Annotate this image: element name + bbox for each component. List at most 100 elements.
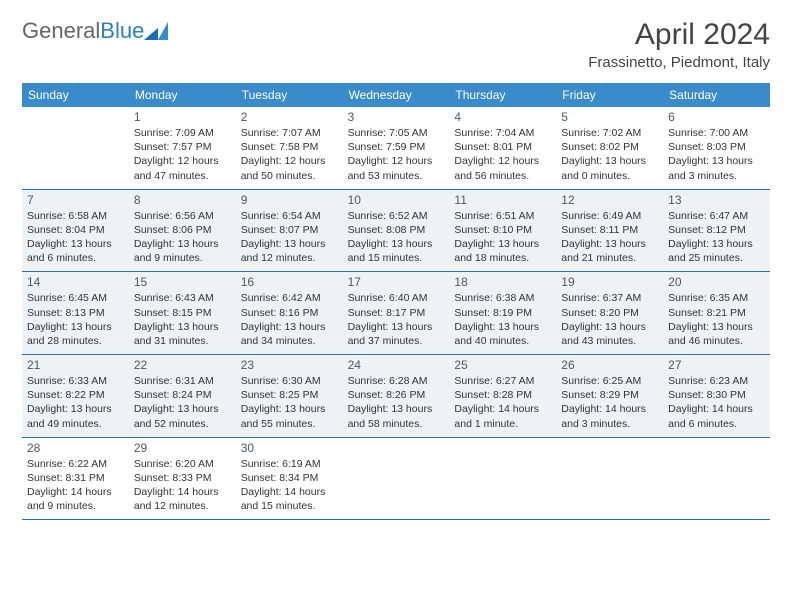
day-number: 3	[348, 110, 445, 124]
day-cell: 18Sunrise: 6:38 AMSunset: 8:19 PMDayligh…	[449, 272, 556, 354]
day-cell	[343, 438, 450, 520]
day-number: 12	[561, 193, 658, 207]
day-cell: 8Sunrise: 6:56 AMSunset: 8:06 PMDaylight…	[129, 190, 236, 272]
day-info: Sunrise: 7:09 AMSunset: 7:57 PMDaylight:…	[134, 126, 231, 183]
sunset-text: Sunset: 8:21 PM	[668, 306, 765, 320]
sunrise-text: Sunrise: 6:37 AM	[561, 291, 658, 305]
day-cell: 27 Sunrise: 6:23 AMSunset: 8:30 PMDayligh…	[663, 355, 770, 437]
day-number: 1	[134, 110, 231, 124]
day-cell: 3Sunrise: 7:05 AMSunset: 7:59 PMDaylight…	[343, 107, 450, 189]
location: Frassinetto, Piedmont, Italy	[588, 54, 770, 71]
day-cell: 5 Sunrise: 7:02 AMSunset: 8:02 PMDaylight…	[556, 107, 663, 189]
day-info: Sunrise: 6:47 AMSunset: 8:12 PMDaylight:…	[668, 209, 765, 266]
day-cell: 24 Sunrise: 6:28 AMSunset: 8:26 PMDayligh…	[343, 355, 450, 437]
day-cell: 17Sunrise: 6:40 AMSunset: 8:17 PMDayligh…	[343, 272, 450, 354]
daylight-text: Daylight: 12 hours and 47 minutes.	[134, 154, 231, 182]
day-header: Wednesday	[343, 83, 450, 107]
day-number: 16	[241, 275, 338, 289]
day-number: 18	[454, 275, 551, 289]
day-cell: 30Sunrise: 6:19 AMSunset: 8:34 PMDayligh…	[236, 438, 343, 520]
day-header: Tuesday	[236, 83, 343, 107]
day-info: Sunrise: 6:25 AMSunset: 8:29 PMDaylight:…	[561, 374, 658, 431]
day-cell: 16Sunrise: 6:42 AMSunset: 8:16 PMDayligh…	[236, 272, 343, 354]
day-cell: 10Sunrise: 6:52 AMSunset: 8:08 PMDayligh…	[343, 190, 450, 272]
sunrise-text: Sunrise: 7:05 AM	[348, 126, 445, 140]
day-cell: 29Sunrise: 6:20 AMSunset: 8:33 PMDayligh…	[129, 438, 236, 520]
sunrise-text: Sunrise: 6:25 AM	[561, 374, 658, 388]
day-info: Sunrise: 6:22 AMSunset: 8:31 PMDaylight:…	[27, 457, 124, 514]
day-info: Sunrise: 6:43 AMSunset: 8:15 PMDaylight:…	[134, 291, 231, 348]
sunrise-text: Sunrise: 6:33 AM	[27, 374, 124, 388]
day-info: Sunrise: 7:07 AMSunset: 7:58 PMDaylight:…	[241, 126, 338, 183]
sunset-text: Sunset: 8:25 PM	[241, 388, 338, 402]
logo-text: GeneralBlue	[22, 18, 144, 44]
day-number: 11	[454, 193, 551, 207]
daylight-text: Daylight: 13 hours and 12 minutes.	[241, 237, 338, 265]
sunset-text: Sunset: 8:04 PM	[27, 223, 124, 237]
daylight-text: Daylight: 13 hours and 3 minutes.	[668, 154, 765, 182]
day-info: Sunrise: 7:02 AMSunset: 8:02 PMDaylight:…	[561, 126, 658, 183]
day-number: 5	[561, 110, 658, 124]
day-info: Sunrise: 6:20 AMSunset: 8:33 PMDaylight:…	[134, 457, 231, 514]
sunrise-text: Sunrise: 6:43 AM	[134, 291, 231, 305]
sunrise-text: Sunrise: 6:19 AM	[241, 457, 338, 471]
sunset-text: Sunset: 8:15 PM	[134, 306, 231, 320]
daylight-text: Daylight: 13 hours and 21 minutes.	[561, 237, 658, 265]
sunset-text: Sunset: 8:17 PM	[348, 306, 445, 320]
daylight-text: Daylight: 12 hours and 50 minutes.	[241, 154, 338, 182]
day-number: 2	[241, 110, 338, 124]
sunrise-text: Sunrise: 6:28 AM	[348, 374, 445, 388]
day-number: 25	[454, 358, 551, 372]
day-cell: 20Sunrise: 6:35 AMSunset: 8:21 PMDayligh…	[663, 272, 770, 354]
daylight-text: Daylight: 13 hours and 34 minutes.	[241, 320, 338, 348]
sunrise-text: Sunrise: 6:42 AM	[241, 291, 338, 305]
day-header-row: Sunday Monday Tuesday Wednesday Thursday…	[22, 83, 770, 107]
day-cell	[556, 438, 663, 520]
sunset-text: Sunset: 8:31 PM	[27, 471, 124, 485]
sunrise-text: Sunrise: 6:52 AM	[348, 209, 445, 223]
sunrise-text: Sunrise: 6:54 AM	[241, 209, 338, 223]
day-number: 8	[134, 193, 231, 207]
daylight-text: Daylight: 14 hours and 12 minutes.	[134, 485, 231, 513]
daylight-text: Daylight: 13 hours and 0 minutes.	[561, 154, 658, 182]
day-number: 4	[454, 110, 551, 124]
day-cell: 9 Sunrise: 6:54 AMSunset: 8:07 PMDaylight…	[236, 190, 343, 272]
sunset-text: Sunset: 8:26 PM	[348, 388, 445, 402]
day-info: Sunrise: 6:54 AMSunset: 8:07 PMDaylight:…	[241, 209, 338, 266]
daylight-text: Daylight: 12 hours and 56 minutes.	[454, 154, 551, 182]
day-number: 9	[241, 193, 338, 207]
day-cell: 12Sunrise: 6:49 AMSunset: 8:11 PMDayligh…	[556, 190, 663, 272]
daylight-text: Daylight: 14 hours and 15 minutes.	[241, 485, 338, 513]
day-header: Monday	[129, 83, 236, 107]
day-cell	[449, 438, 556, 520]
sunrise-text: Sunrise: 6:30 AM	[241, 374, 338, 388]
sunset-text: Sunset: 8:12 PM	[668, 223, 765, 237]
day-number: 20	[668, 275, 765, 289]
sunset-text: Sunset: 8:13 PM	[27, 306, 124, 320]
sunset-text: Sunset: 8:06 PM	[134, 223, 231, 237]
daylight-text: Daylight: 13 hours and 43 minutes.	[561, 320, 658, 348]
sunset-text: Sunset: 8:01 PM	[454, 140, 551, 154]
logo-text-gray: General	[22, 18, 100, 43]
day-info: Sunrise: 6:23 AMSunset: 8:30 PMDaylight:…	[668, 374, 765, 431]
day-info: Sunrise: 6:28 AMSunset: 8:26 PMDaylight:…	[348, 374, 445, 431]
sunset-text: Sunset: 7:58 PM	[241, 140, 338, 154]
sunset-text: Sunset: 8:33 PM	[134, 471, 231, 485]
sunrise-text: Sunrise: 7:09 AM	[134, 126, 231, 140]
sunset-text: Sunset: 8:03 PM	[668, 140, 765, 154]
day-header: Thursday	[449, 83, 556, 107]
sunset-text: Sunset: 8:08 PM	[348, 223, 445, 237]
day-number: 27	[668, 358, 765, 372]
day-number: 24	[348, 358, 445, 372]
day-cell: 1 Sunrise: 7:09 AMSunset: 7:57 PMDaylight…	[129, 107, 236, 189]
daylight-text: Daylight: 13 hours and 49 minutes.	[27, 402, 124, 430]
sunset-text: Sunset: 8:28 PM	[454, 388, 551, 402]
daylight-text: Daylight: 13 hours and 9 minutes.	[134, 237, 231, 265]
day-cell: 6Sunrise: 7:00 AMSunset: 8:03 PMDaylight…	[663, 107, 770, 189]
day-cell: 11Sunrise: 6:51 AMSunset: 8:10 PMDayligh…	[449, 190, 556, 272]
logo: GeneralBlue	[22, 18, 168, 44]
week-row: 1 Sunrise: 7:09 AMSunset: 7:57 PMDaylight…	[22, 107, 770, 190]
sunrise-text: Sunrise: 7:02 AM	[561, 126, 658, 140]
day-number: 14	[27, 275, 124, 289]
day-number: 17	[348, 275, 445, 289]
